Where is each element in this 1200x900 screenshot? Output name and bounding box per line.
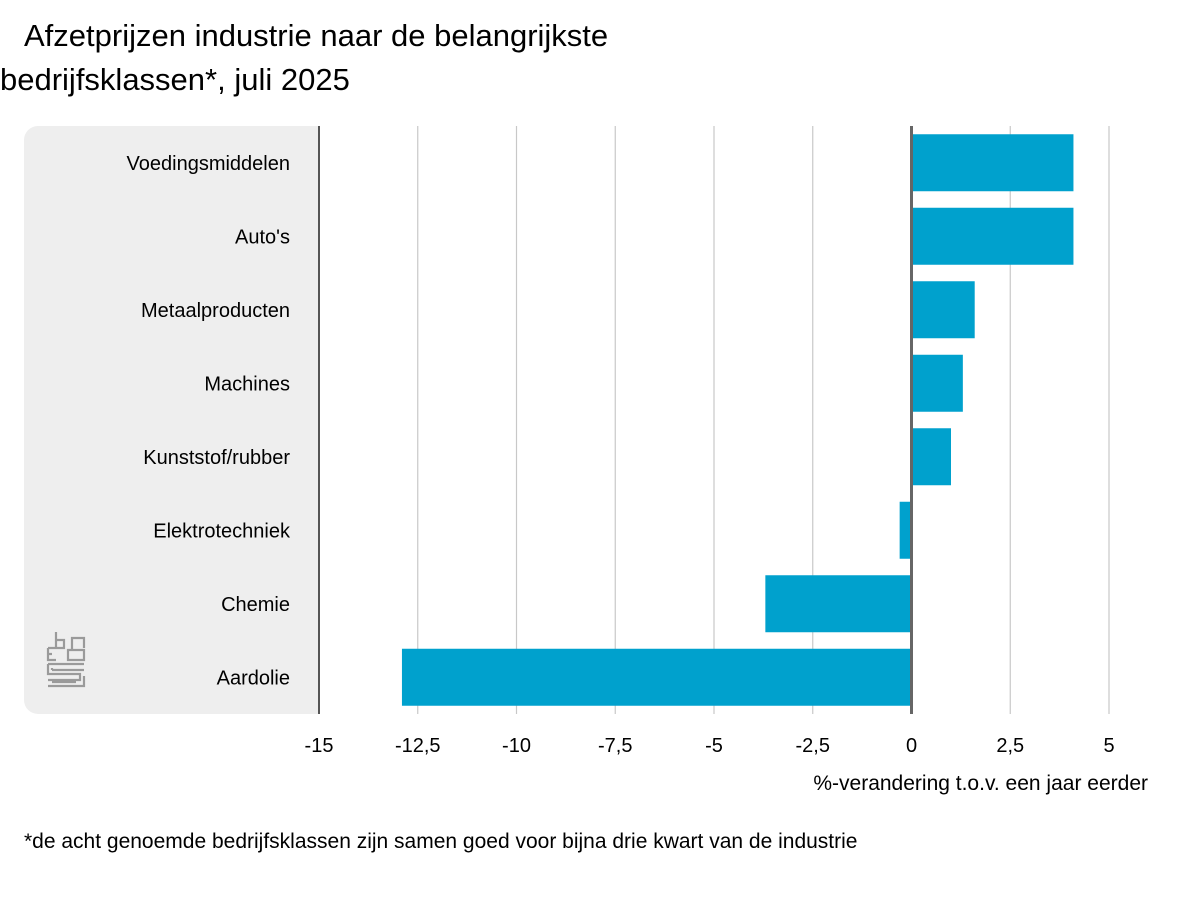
category-label: Auto's xyxy=(235,226,290,248)
x-tick-label: -2,5 xyxy=(796,735,830,757)
x-axis-label: %-verandering t.o.v. een jaar eerder xyxy=(813,772,1148,795)
axes xyxy=(318,126,913,714)
tick-labels: -15 -12,5 -10 -7,5 -5 -2,5 0 2,5 5 xyxy=(305,735,1115,757)
category-label-panel xyxy=(24,126,320,714)
category-label: Metaalproducten xyxy=(141,300,290,322)
bar xyxy=(401,648,912,706)
category-label: Kunststof/rubber xyxy=(143,447,290,469)
category-label: Voedingsmiddelen xyxy=(127,153,290,175)
category-label: Aardolie xyxy=(217,667,290,689)
x-tick-label: 2,5 xyxy=(996,735,1024,757)
cbs-logo xyxy=(46,632,86,688)
x-tick-label: 5 xyxy=(1103,735,1114,757)
footnote: *de acht genoemde bedrijfsklassen zijn s… xyxy=(24,830,858,853)
category-label: Elektrotechniek xyxy=(153,520,291,542)
category-label: Chemie xyxy=(221,594,290,616)
bar xyxy=(899,501,912,559)
bar xyxy=(911,281,975,339)
x-tick-label: 0 xyxy=(906,735,917,757)
category-label: Machines xyxy=(204,373,290,395)
category-labels: Voedingsmiddelen Auto's Metaalproducten Mac… xyxy=(127,153,291,690)
bar xyxy=(911,354,963,412)
bar xyxy=(911,207,1074,265)
x-tick-label: -12,5 xyxy=(395,735,441,757)
x-tick-label: -7,5 xyxy=(598,735,632,757)
x-tick-label: -10 xyxy=(502,735,531,757)
x-tick-label: -5 xyxy=(705,735,723,757)
bars xyxy=(401,134,1074,706)
x-tick-label: -15 xyxy=(305,735,334,757)
bar xyxy=(911,134,1074,192)
chart-title: Afzetprijzen industrie naar de belangrij… xyxy=(0,18,609,97)
bar xyxy=(765,575,912,633)
bar xyxy=(911,428,951,486)
